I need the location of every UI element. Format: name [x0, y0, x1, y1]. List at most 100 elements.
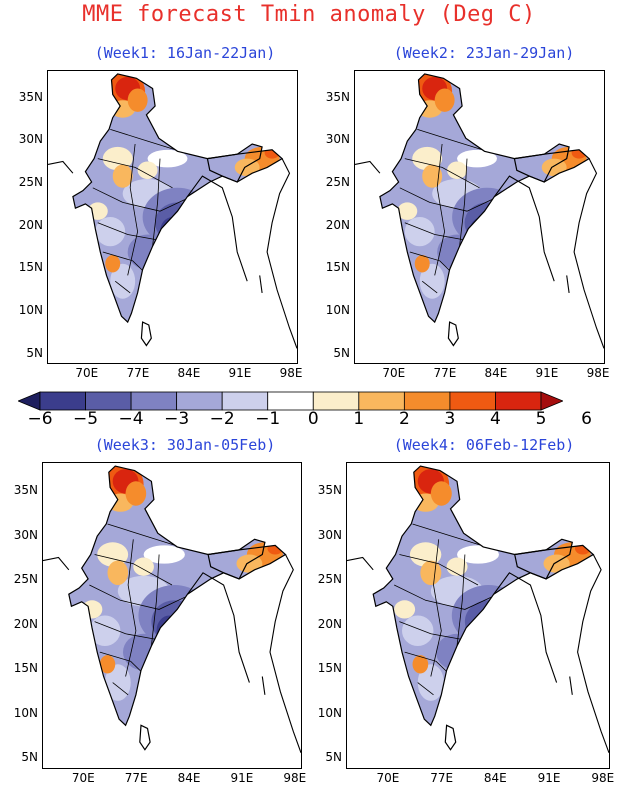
coastline-west — [43, 556, 70, 571]
myanmar-coast — [573, 158, 604, 349]
colorbar-label: −3 — [164, 409, 190, 429]
state-boundary — [404, 158, 480, 189]
state-boundary — [97, 222, 161, 241]
coastline-west — [48, 160, 74, 174]
anomaly-contour — [419, 263, 445, 299]
andaman-islands — [566, 275, 570, 293]
state-boundary — [417, 682, 434, 696]
lat-tick-label: 35N — [18, 89, 43, 104]
colorbar-label: 3 — [444, 409, 456, 429]
colorbar-swatch — [495, 391, 542, 411]
colorbar-label: 0 — [307, 409, 319, 429]
lon-tick-label: 91E — [228, 366, 252, 380]
state-boundary — [97, 158, 173, 189]
colorbar-end-high — [540, 391, 563, 411]
anomaly-contour — [95, 217, 126, 247]
anomaly-contour — [447, 161, 468, 180]
colorbar — [18, 391, 563, 411]
anomaly-contour — [151, 600, 198, 643]
lat-tick-label: 15N — [13, 661, 38, 676]
warm-anomaly-northeast — [267, 542, 283, 555]
state-boundary — [94, 554, 173, 586]
coastline-east — [493, 175, 555, 282]
colorbar-swatch — [221, 391, 269, 411]
state-boundary — [152, 158, 161, 247]
anomaly-contour — [137, 161, 158, 180]
lat-tick-label: 35N — [325, 89, 350, 104]
colorbar-label: −2 — [209, 409, 235, 429]
state-boundary — [112, 682, 129, 696]
state-boundary — [114, 280, 131, 294]
andaman-islands — [259, 275, 263, 293]
state-boundary — [110, 129, 186, 154]
anomaly-contour — [422, 164, 443, 188]
myanmar-coast — [577, 554, 609, 753]
lon-tick-label: 77E — [433, 366, 457, 380]
warm-anomaly-north — [125, 481, 147, 506]
state-boundary — [94, 621, 160, 641]
anomaly-contour — [412, 655, 429, 674]
anomaly-contour — [110, 263, 136, 299]
state-boundary — [394, 584, 492, 610]
anomaly-contour — [107, 560, 129, 585]
lat-tick-label: 35N — [13, 482, 38, 497]
state-boundary — [434, 143, 446, 276]
anomaly-contour — [446, 557, 468, 576]
coastline-east — [493, 572, 558, 683]
state-boundary — [430, 539, 442, 677]
colorbar-label: 4 — [490, 409, 501, 429]
colorbar-swatch — [85, 391, 132, 411]
sri-lanka-outline — [447, 321, 459, 347]
colorbar-swatch — [358, 391, 405, 411]
lat-tick-label: 30N — [13, 527, 38, 542]
colorbar-swatch — [267, 391, 314, 411]
anomaly-contour — [469, 217, 495, 247]
colorbar-label: −6 — [27, 409, 53, 429]
colorbar-swatch — [130, 391, 178, 411]
lat-tick-label: 10N — [325, 302, 350, 317]
state-boundary — [125, 539, 137, 677]
anomaly-contour — [409, 542, 442, 567]
anomaly-contour — [397, 202, 418, 220]
colorbar-label: 6 — [581, 409, 592, 429]
lon-tick-label: 77E — [126, 366, 150, 380]
anomaly-contour — [160, 217, 185, 247]
warm-anomaly-north — [434, 88, 455, 112]
lon-tick-label: 70E — [75, 366, 99, 380]
sri-lanka-outline — [140, 321, 152, 347]
lat-tick-label: 5N — [21, 750, 38, 765]
state-boundary — [127, 143, 139, 276]
lon-tick-label: 70E — [71, 771, 95, 785]
anomaly-contour — [105, 254, 121, 273]
panel-title-week4: (Week4: 06Feb-12Feb) — [393, 436, 575, 454]
anomaly-contour — [457, 545, 499, 564]
lat-tick-label: 20N — [13, 616, 38, 631]
state-boundary — [89, 584, 186, 610]
lat-tick-label: 25N — [325, 175, 350, 189]
anomaly-contour — [420, 560, 442, 585]
warm-anomaly-northeast — [574, 542, 591, 555]
andaman-islands — [261, 676, 266, 695]
lon-tick-label: 91E — [230, 771, 254, 785]
anomaly-contour — [147, 149, 188, 168]
anomaly-contour — [417, 664, 444, 701]
myanmar-coast — [269, 554, 301, 753]
colorbar-label: 1 — [353, 409, 365, 429]
lat-tick-label: 25N — [13, 572, 38, 587]
anomaly-contour — [156, 615, 183, 646]
anomaly-map — [355, 73, 604, 349]
lat-tick-label: 25N — [18, 175, 43, 189]
andaman-islands — [569, 676, 573, 695]
lon-tick-label: 84E — [483, 771, 507, 785]
coastline-west — [355, 160, 381, 174]
lat-tick-label: 5N — [325, 750, 342, 765]
northeast-outline — [206, 149, 284, 183]
lat-tick-label: 20N — [18, 217, 43, 232]
lat-tick-label: 10N — [18, 302, 43, 317]
lon-tick-label: 98E — [591, 771, 615, 785]
anomaly-map — [48, 73, 297, 349]
colorbar-swatch — [39, 391, 86, 411]
colorbar-label: −1 — [255, 409, 281, 429]
coastline-east — [186, 175, 248, 282]
sri-lanka-outline — [139, 724, 151, 751]
